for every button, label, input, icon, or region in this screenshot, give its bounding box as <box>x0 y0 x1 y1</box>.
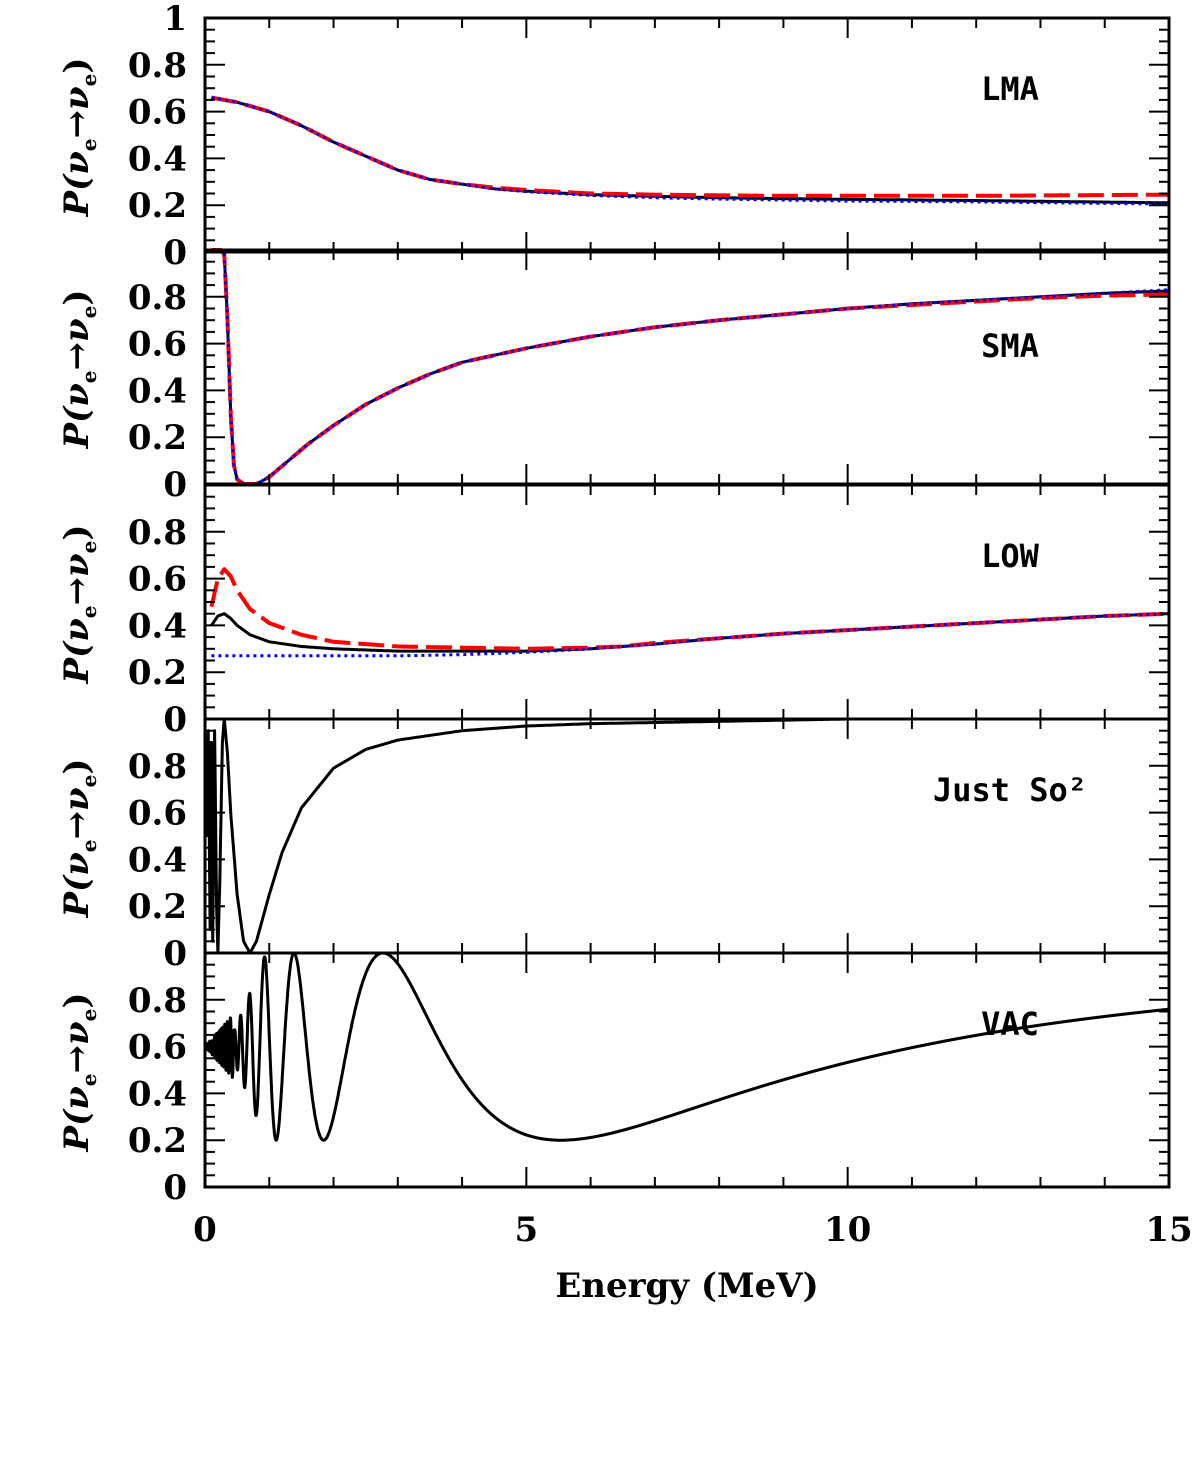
x-tick-label: 5 <box>514 1210 538 1250</box>
y-axis-label: P(νe→νe) <box>57 993 101 1153</box>
y-tick-label: 0.4 <box>128 840 187 880</box>
y-tick-label: 0.8 <box>128 981 187 1021</box>
plot-frame <box>203 717 1171 955</box>
series-line-dotted <box>210 612 1170 658</box>
series-line-solid <box>205 951 1171 1142</box>
y-tick-label: 0.4 <box>128 139 187 179</box>
y-tick-label: 0.8 <box>128 513 187 553</box>
y-axis-label: P(νe→νe) <box>57 759 101 919</box>
series-line-dotted <box>210 96 1170 206</box>
panel-label: Just So² <box>933 771 1087 809</box>
y-tick-label: 0.2 <box>128 418 187 458</box>
y-tick-label: 0.4 <box>128 606 187 646</box>
y-tick-label: 0.8 <box>128 747 187 787</box>
y-tick-label: 0 <box>163 934 187 974</box>
plot-frame <box>203 16 1171 254</box>
y-tick-label: 0.6 <box>128 794 187 834</box>
y-tick-label: 0.2 <box>128 653 187 693</box>
y-axis-label: P(νe→νe) <box>57 525 101 685</box>
y-tick-label: 0.8 <box>128 278 187 318</box>
series-line-solid <box>210 248 1170 486</box>
series-line-dotted <box>210 248 1170 486</box>
y-tick-label: 1 <box>163 0 187 39</box>
y-tick-label: 0.8 <box>128 46 187 86</box>
y-tick-label: 0 <box>163 700 187 740</box>
x-tick-label: 10 <box>824 1210 871 1250</box>
y-axis-label: P(νe→νe) <box>57 58 101 218</box>
series-layer <box>204 95 1171 1142</box>
y-tick-label: 0.6 <box>128 560 187 600</box>
y-tick-label: 0.6 <box>128 93 187 133</box>
y-tick-label: 0.2 <box>128 1121 187 1161</box>
y-tick-label: 0.2 <box>128 887 187 927</box>
panel-label: VAC <box>981 1005 1039 1043</box>
y-tick-label: 0.4 <box>128 1074 187 1114</box>
panel-label: LMA <box>981 70 1039 108</box>
y-tick-label: 0 <box>163 465 187 505</box>
x-axis-label: Energy (MeV) <box>555 1266 818 1306</box>
y-tick-label: 0.4 <box>128 371 187 411</box>
series-line-solid <box>204 717 1170 955</box>
panel-label: SMA <box>981 327 1039 365</box>
y-tick-label: 0 <box>163 1168 187 1208</box>
y-tick-label: 0.6 <box>128 1028 187 1068</box>
x-tick-label: 0 <box>193 1210 217 1250</box>
y-tick-label: 0 <box>163 233 187 273</box>
y-tick-label: 0.6 <box>128 325 187 365</box>
axes-layer <box>203 16 1171 1189</box>
y-tick-label: 0.2 <box>128 186 187 226</box>
plot-frame <box>203 951 1171 1189</box>
text-layer: 0 0.2 0.4 0.6 0.8 1 P(νe→νe) LMA 0 0.2 0.4 0.6 0.8 P(… <box>57 0 1193 1306</box>
y-axis-label: P(νe→νe) <box>57 290 101 450</box>
series-line-dashed <box>210 95 1171 198</box>
series-line-dashed <box>210 248 1171 486</box>
panel-label: LOW <box>981 537 1040 575</box>
plot-frame <box>203 483 1171 721</box>
plot-frame <box>203 248 1171 486</box>
x-tick-label: 15 <box>1145 1210 1192 1250</box>
series-line-dashed <box>209 567 1171 651</box>
